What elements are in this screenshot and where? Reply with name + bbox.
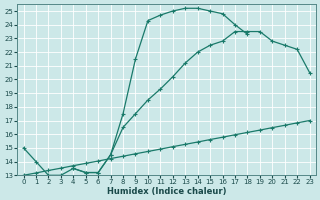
X-axis label: Humidex (Indice chaleur): Humidex (Indice chaleur) (107, 187, 226, 196)
